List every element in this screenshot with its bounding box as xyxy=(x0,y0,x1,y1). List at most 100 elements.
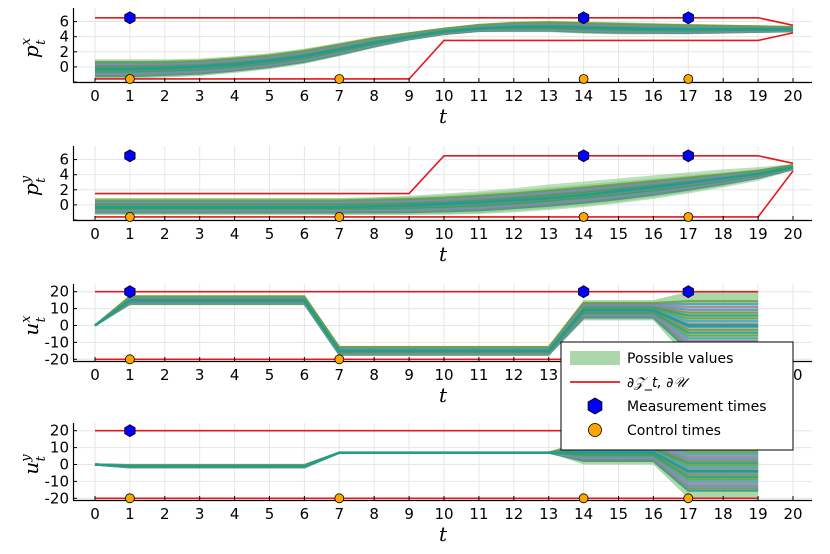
trajectory-bundle xyxy=(95,21,794,78)
legend-control-swatch xyxy=(588,423,602,437)
y-tick-label: -20 xyxy=(45,350,70,368)
legend-label: ∂𝒵_t, ∂𝒰 xyxy=(627,375,691,391)
x-tick-label: 11 xyxy=(469,87,488,105)
x-tick-label: 0 xyxy=(90,225,100,243)
measurement-time-marker xyxy=(578,149,590,163)
x-tick-label: 10 xyxy=(434,366,453,384)
x-tick-label: 18 xyxy=(714,87,733,105)
x-tick-label: 20 xyxy=(783,225,802,243)
y-tick-label: 4 xyxy=(59,166,69,184)
y-tick-label: 4 xyxy=(59,28,69,46)
mean-trajectory-line xyxy=(94,451,759,473)
y-tick-label: 6 xyxy=(59,151,69,169)
y-axis-title: uxt xyxy=(19,315,49,336)
x-tick-label: 15 xyxy=(609,87,628,105)
x-tick-label: 9 xyxy=(404,225,414,243)
x-tick-label: 17 xyxy=(679,505,698,523)
x-tick-label: 3 xyxy=(195,225,205,243)
control-time-marker xyxy=(683,212,694,222)
x-tick-label: 16 xyxy=(644,225,663,243)
control-time-marker xyxy=(124,354,135,365)
legend-label: Control times xyxy=(627,423,721,439)
x-tick-label: 8 xyxy=(369,225,379,243)
x-tick-label: 14 xyxy=(574,505,593,523)
x-tick-label: 4 xyxy=(230,366,240,384)
x-tick-label: 3 xyxy=(195,87,205,105)
x-tick-label: 20 xyxy=(783,87,802,105)
y-axis-title-sup: y xyxy=(19,175,34,184)
x-tick-label: 13 xyxy=(539,366,558,384)
x-tick-label: 11 xyxy=(469,366,488,384)
x-tick-label: 10 xyxy=(434,87,453,105)
mean-trajectory-line xyxy=(95,165,794,209)
x-tick-label: 18 xyxy=(714,505,733,523)
measurement-time-marker xyxy=(682,285,694,299)
x-tick-label: 0 xyxy=(90,366,100,384)
legend: Possible values ∂𝒵_t, ∂𝒰 Measurement times… xyxy=(560,341,794,451)
y-tick-label: 0 xyxy=(59,196,69,214)
x-tick-label: 9 xyxy=(404,87,414,105)
x-tick-label: 18 xyxy=(714,225,733,243)
y-tick-label: -10 xyxy=(45,333,70,351)
measurement-time-marker xyxy=(124,424,136,438)
y-tick-label: 20 xyxy=(50,283,69,301)
x-tick-label: 19 xyxy=(749,505,768,523)
x-tick-label: 12 xyxy=(504,366,523,384)
measurement-time-marker xyxy=(578,11,590,25)
x-tick-label: 20 xyxy=(783,505,802,523)
x-tick-label: 9 xyxy=(404,505,414,523)
x-tick-label: 7 xyxy=(335,505,345,523)
x-tick-label: 11 xyxy=(469,505,488,523)
control-time-marker xyxy=(334,212,345,222)
x-tick-label: 15 xyxy=(609,505,628,523)
panels: 0 1 2 3 4 5 6 7 8 9 10 11 12 13 14 15 16 17 18 19 200246tpxt… xyxy=(19,8,812,546)
x-tick-label: 16 xyxy=(644,505,663,523)
x-tick-label: 19 xyxy=(749,87,768,105)
x-tick-label: 6 xyxy=(300,225,310,243)
x-tick-label: 8 xyxy=(369,366,379,384)
trajectory-line xyxy=(95,21,794,64)
x-tick-label: 15 xyxy=(609,225,628,243)
x-tick-label: 8 xyxy=(369,505,379,523)
legend-label: Possible values xyxy=(627,351,733,367)
measurement-time-marker xyxy=(124,11,136,25)
mean-trajectory-line xyxy=(95,25,793,71)
y-axis-title-sup: x xyxy=(19,315,34,323)
x-tick-label: 14 xyxy=(574,225,593,243)
trajectory-line xyxy=(94,295,759,349)
x-tick-label: 1 xyxy=(125,225,135,243)
x-tick-label: 0 xyxy=(90,505,100,523)
x-tick-label: 13 xyxy=(539,87,558,105)
control-time-marker xyxy=(578,74,589,84)
x-tick-label: 16 xyxy=(644,87,663,105)
x-tick-label: 6 xyxy=(300,87,310,105)
y-axis-title-sup: y xyxy=(19,454,34,463)
x-tick-label: 7 xyxy=(335,87,345,105)
y-tick-label: 10 xyxy=(50,300,69,318)
legend-item-band: Possible values xyxy=(570,351,733,367)
control-time-marker xyxy=(334,74,345,84)
measurement-time-marker xyxy=(578,285,590,299)
x-tick-label: 10 xyxy=(434,225,453,243)
control-time-marker xyxy=(334,493,345,504)
measurement-time-marker xyxy=(124,149,136,163)
trajectory-bundle xyxy=(95,163,794,214)
y-tick-label: 0 xyxy=(59,58,69,76)
y-tick-label: -10 xyxy=(45,472,70,490)
y-axis-title-sub: t xyxy=(34,316,49,322)
x-axis-title: t xyxy=(439,242,448,266)
y-tick-label: 0 xyxy=(59,317,69,335)
x-tick-label: 2 xyxy=(160,505,170,523)
x-axis-title: t xyxy=(439,383,448,407)
legend-item-measurement: Measurement times xyxy=(587,397,767,415)
x-tick-label: 5 xyxy=(265,225,275,243)
x-tick-label: 0 xyxy=(90,87,100,105)
x-tick-label: 19 xyxy=(749,225,768,243)
x-axis-title: t xyxy=(439,104,448,128)
mean-trajectory-line xyxy=(94,298,759,353)
